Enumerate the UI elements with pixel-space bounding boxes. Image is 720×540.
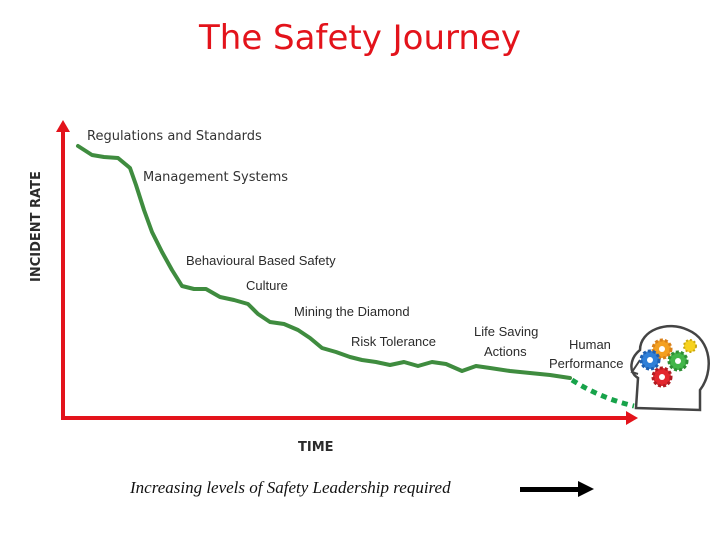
y-axis-label: INCIDENT RATE — [29, 171, 44, 282]
gear-blue-icon — [639, 349, 661, 371]
axes — [56, 120, 638, 425]
gear-yellow-icon — [683, 339, 697, 353]
stage-label-risk: Risk Tolerance — [351, 334, 436, 349]
stage-label-mining: Mining the Diamond — [294, 304, 410, 319]
stage-label-regulations: Regulations and Standards — [87, 129, 262, 144]
stage-label-culture: Culture — [246, 278, 288, 293]
footer-text: Increasing levels of Safety Leadership r… — [130, 478, 451, 497]
stage-label-life-saving: Life Saving — [474, 324, 538, 339]
stage-label-human: Human — [569, 337, 611, 352]
page-title: The Safety Journey — [199, 18, 521, 58]
x-axis-arrowhead — [626, 411, 638, 425]
head-with-gears-icon — [630, 324, 710, 412]
stage-label-performance: Performance — [549, 356, 623, 371]
x-axis-label: TIME — [298, 440, 334, 455]
gear-red-icon — [651, 366, 673, 388]
stage-label-actions: Actions — [484, 344, 527, 359]
future-curve-dashed — [570, 377, 635, 409]
gear-green-icon — [667, 350, 689, 372]
incident-rate-curve — [76, 144, 572, 380]
right-arrow-head — [578, 481, 594, 497]
gear-orange-icon — [651, 338, 673, 360]
right-arrow-icon — [520, 487, 580, 492]
stage-label-management: Management Systems — [143, 170, 288, 185]
y-axis-arrowhead — [56, 120, 70, 132]
stage-label-behavioural: Behavioural Based Safety — [186, 253, 336, 268]
